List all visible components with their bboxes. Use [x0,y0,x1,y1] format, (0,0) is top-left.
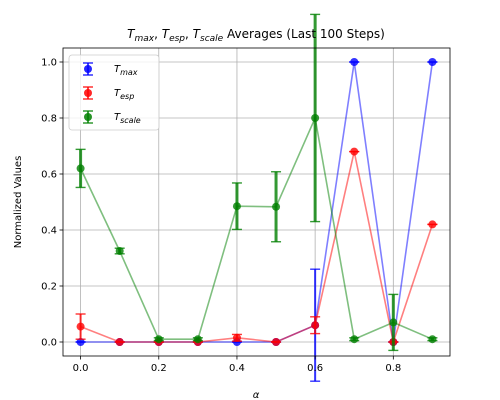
data-point [311,114,319,122]
data-point [272,338,280,346]
y-axis-label: Normalized Values [13,156,24,249]
data-point [77,323,85,331]
data-point [428,58,436,66]
data-point [77,164,85,172]
title-text-part: Averages (Last 100 Steps) [223,27,385,41]
y-tick-label: 0.8 [41,114,57,125]
data-point [233,334,241,342]
y-tick-label: 1.0 [41,58,57,69]
data-point [311,321,319,329]
x-tick-label: 0.0 [73,363,89,374]
x-axis-label: α [253,390,260,400]
legend-marker [84,65,92,73]
y-tick-label: 0.0 [41,338,57,349]
data-point [116,247,124,255]
title-text-part: , [154,27,162,41]
data-point [116,338,124,346]
y-tick-label: 0.2 [41,282,57,293]
title-subscript: esp [169,34,185,44]
title-subscript: max [134,34,154,44]
x-tick-label: 0.2 [151,363,167,374]
legend-marker [84,89,92,97]
legend-subscript: max [120,68,138,77]
data-point [428,335,436,343]
legend-subscript: scale [120,116,141,125]
data-point [155,335,163,343]
legend-marker [84,113,92,121]
data-point [350,335,358,343]
data-point [194,335,202,343]
data-point [350,148,358,156]
y-tick-label: 0.4 [41,226,57,237]
x-tick-label: 0.4 [229,363,245,374]
data-point [428,220,436,228]
y-tick-label: 0.6 [41,170,57,181]
data-point [233,202,241,210]
title-subscript: scale [200,34,224,44]
data-point [350,58,358,66]
x-tick-label: 0.6 [307,363,323,374]
legend-subscript: esp [120,92,134,101]
x-tick-label: 0.8 [385,363,401,374]
title-text-part: , [185,27,193,41]
data-point [272,203,280,211]
data-point [389,318,397,326]
